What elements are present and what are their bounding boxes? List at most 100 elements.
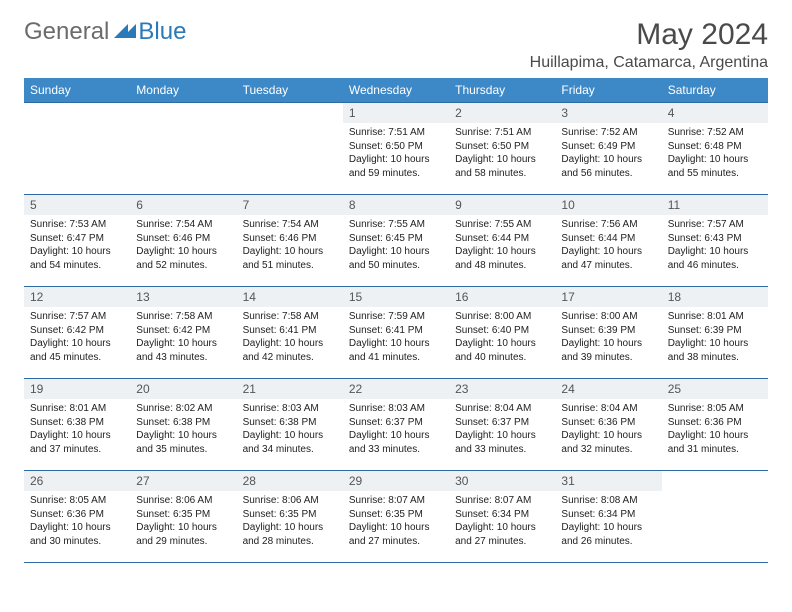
calendar-cell: 21Sunrise: 8:03 AMSunset: 6:38 PMDayligh… — [237, 379, 343, 471]
day-details: Sunrise: 7:56 AMSunset: 6:44 PMDaylight:… — [555, 215, 661, 276]
day-details: Sunrise: 8:03 AMSunset: 6:37 PMDaylight:… — [343, 399, 449, 460]
logo-text-blue: Blue — [138, 18, 186, 46]
day-number: 27 — [130, 471, 236, 491]
day-details: Sunrise: 8:05 AMSunset: 6:36 PMDaylight:… — [24, 491, 130, 552]
calendar-cell: 26Sunrise: 8:05 AMSunset: 6:36 PMDayligh… — [24, 471, 130, 563]
weekday-header-row: SundayMondayTuesdayWednesdayThursdayFrid… — [24, 78, 768, 103]
calendar-cell: 17Sunrise: 8:00 AMSunset: 6:39 PMDayligh… — [555, 287, 661, 379]
day-number: 22 — [343, 379, 449, 399]
calendar-cell: 19Sunrise: 8:01 AMSunset: 6:38 PMDayligh… — [24, 379, 130, 471]
location-text: Huillapima, Catamarca, Argentina — [530, 54, 768, 72]
day-number: 17 — [555, 287, 661, 307]
day-number: 14 — [237, 287, 343, 307]
day-details: Sunrise: 7:57 AMSunset: 6:42 PMDaylight:… — [24, 307, 130, 368]
day-details: Sunrise: 7:54 AMSunset: 6:46 PMDaylight:… — [130, 215, 236, 276]
day-number: 16 — [449, 287, 555, 307]
day-details: Sunrise: 7:57 AMSunset: 6:43 PMDaylight:… — [662, 215, 768, 276]
day-details: Sunrise: 7:54 AMSunset: 6:46 PMDaylight:… — [237, 215, 343, 276]
calendar-week-row: 1Sunrise: 7:51 AMSunset: 6:50 PMDaylight… — [24, 103, 768, 195]
day-details: Sunrise: 7:58 AMSunset: 6:42 PMDaylight:… — [130, 307, 236, 368]
day-number: 13 — [130, 287, 236, 307]
calendar-cell: 23Sunrise: 8:04 AMSunset: 6:37 PMDayligh… — [449, 379, 555, 471]
day-number: 24 — [555, 379, 661, 399]
day-details: Sunrise: 7:52 AMSunset: 6:48 PMDaylight:… — [662, 123, 768, 184]
day-number: 12 — [24, 287, 130, 307]
day-details: Sunrise: 8:07 AMSunset: 6:35 PMDaylight:… — [343, 491, 449, 552]
calendar-cell: 20Sunrise: 8:02 AMSunset: 6:38 PMDayligh… — [130, 379, 236, 471]
calendar-cell — [130, 103, 236, 195]
calendar-cell: 16Sunrise: 8:00 AMSunset: 6:40 PMDayligh… — [449, 287, 555, 379]
title-block: May 2024 Huillapima, Catamarca, Argentin… — [530, 18, 768, 72]
weekday-header: Saturday — [662, 78, 768, 103]
day-number: 28 — [237, 471, 343, 491]
day-details: Sunrise: 7:55 AMSunset: 6:45 PMDaylight:… — [343, 215, 449, 276]
calendar-cell: 7Sunrise: 7:54 AMSunset: 6:46 PMDaylight… — [237, 195, 343, 287]
calendar-cell: 28Sunrise: 8:06 AMSunset: 6:35 PMDayligh… — [237, 471, 343, 563]
day-details: Sunrise: 8:00 AMSunset: 6:40 PMDaylight:… — [449, 307, 555, 368]
calendar-cell: 12Sunrise: 7:57 AMSunset: 6:42 PMDayligh… — [24, 287, 130, 379]
day-details: Sunrise: 8:02 AMSunset: 6:38 PMDaylight:… — [130, 399, 236, 460]
calendar-week-row: 12Sunrise: 7:57 AMSunset: 6:42 PMDayligh… — [24, 287, 768, 379]
day-number: 5 — [24, 195, 130, 215]
calendar-week-row: 26Sunrise: 8:05 AMSunset: 6:36 PMDayligh… — [24, 471, 768, 563]
calendar-cell: 30Sunrise: 8:07 AMSunset: 6:34 PMDayligh… — [449, 471, 555, 563]
day-number: 15 — [343, 287, 449, 307]
day-number: 4 — [662, 103, 768, 123]
logo-text-general: General — [24, 18, 109, 46]
calendar-cell: 9Sunrise: 7:55 AMSunset: 6:44 PMDaylight… — [449, 195, 555, 287]
calendar-cell: 8Sunrise: 7:55 AMSunset: 6:45 PMDaylight… — [343, 195, 449, 287]
day-number: 25 — [662, 379, 768, 399]
calendar-cell: 11Sunrise: 7:57 AMSunset: 6:43 PMDayligh… — [662, 195, 768, 287]
day-details: Sunrise: 8:07 AMSunset: 6:34 PMDaylight:… — [449, 491, 555, 552]
day-number: 6 — [130, 195, 236, 215]
day-details: Sunrise: 8:06 AMSunset: 6:35 PMDaylight:… — [130, 491, 236, 552]
day-details: Sunrise: 7:52 AMSunset: 6:49 PMDaylight:… — [555, 123, 661, 184]
day-details: Sunrise: 8:00 AMSunset: 6:39 PMDaylight:… — [555, 307, 661, 368]
calendar-cell: 24Sunrise: 8:04 AMSunset: 6:36 PMDayligh… — [555, 379, 661, 471]
day-details: Sunrise: 8:08 AMSunset: 6:34 PMDaylight:… — [555, 491, 661, 552]
calendar-cell: 2Sunrise: 7:51 AMSunset: 6:50 PMDaylight… — [449, 103, 555, 195]
day-number: 21 — [237, 379, 343, 399]
day-details: Sunrise: 7:58 AMSunset: 6:41 PMDaylight:… — [237, 307, 343, 368]
day-number: 31 — [555, 471, 661, 491]
header: General Blue May 2024 Huillapima, Catama… — [24, 18, 768, 72]
calendar-table: SundayMondayTuesdayWednesdayThursdayFrid… — [24, 78, 768, 563]
day-details: Sunrise: 8:05 AMSunset: 6:36 PMDaylight:… — [662, 399, 768, 460]
weekday-header: Friday — [555, 78, 661, 103]
calendar-cell: 6Sunrise: 7:54 AMSunset: 6:46 PMDaylight… — [130, 195, 236, 287]
day-number: 19 — [24, 379, 130, 399]
calendar-cell: 31Sunrise: 8:08 AMSunset: 6:34 PMDayligh… — [555, 471, 661, 563]
calendar-week-row: 5Sunrise: 7:53 AMSunset: 6:47 PMDaylight… — [24, 195, 768, 287]
day-details: Sunrise: 8:01 AMSunset: 6:39 PMDaylight:… — [662, 307, 768, 368]
day-details: Sunrise: 8:04 AMSunset: 6:36 PMDaylight:… — [555, 399, 661, 460]
calendar-cell: 3Sunrise: 7:52 AMSunset: 6:49 PMDaylight… — [555, 103, 661, 195]
calendar-cell: 1Sunrise: 7:51 AMSunset: 6:50 PMDaylight… — [343, 103, 449, 195]
day-number: 30 — [449, 471, 555, 491]
calendar-cell: 27Sunrise: 8:06 AMSunset: 6:35 PMDayligh… — [130, 471, 236, 563]
day-details: Sunrise: 7:59 AMSunset: 6:41 PMDaylight:… — [343, 307, 449, 368]
calendar-cell — [237, 103, 343, 195]
day-number: 18 — [662, 287, 768, 307]
day-number: 2 — [449, 103, 555, 123]
day-number: 1 — [343, 103, 449, 123]
weekday-header: Wednesday — [343, 78, 449, 103]
day-number: 11 — [662, 195, 768, 215]
flag-icon — [114, 24, 136, 40]
weekday-header: Thursday — [449, 78, 555, 103]
day-details: Sunrise: 7:53 AMSunset: 6:47 PMDaylight:… — [24, 215, 130, 276]
calendar-week-row: 19Sunrise: 8:01 AMSunset: 6:38 PMDayligh… — [24, 379, 768, 471]
day-number: 7 — [237, 195, 343, 215]
calendar-body: 1Sunrise: 7:51 AMSunset: 6:50 PMDaylight… — [24, 103, 768, 563]
day-details: Sunrise: 7:51 AMSunset: 6:50 PMDaylight:… — [343, 123, 449, 184]
day-number: 10 — [555, 195, 661, 215]
logo: General Blue — [24, 18, 186, 46]
calendar-cell: 4Sunrise: 7:52 AMSunset: 6:48 PMDaylight… — [662, 103, 768, 195]
calendar-cell: 10Sunrise: 7:56 AMSunset: 6:44 PMDayligh… — [555, 195, 661, 287]
day-number: 8 — [343, 195, 449, 215]
day-details: Sunrise: 8:03 AMSunset: 6:38 PMDaylight:… — [237, 399, 343, 460]
day-number: 3 — [555, 103, 661, 123]
calendar-cell: 15Sunrise: 7:59 AMSunset: 6:41 PMDayligh… — [343, 287, 449, 379]
calendar-cell — [24, 103, 130, 195]
day-details: Sunrise: 7:51 AMSunset: 6:50 PMDaylight:… — [449, 123, 555, 184]
calendar-cell: 14Sunrise: 7:58 AMSunset: 6:41 PMDayligh… — [237, 287, 343, 379]
